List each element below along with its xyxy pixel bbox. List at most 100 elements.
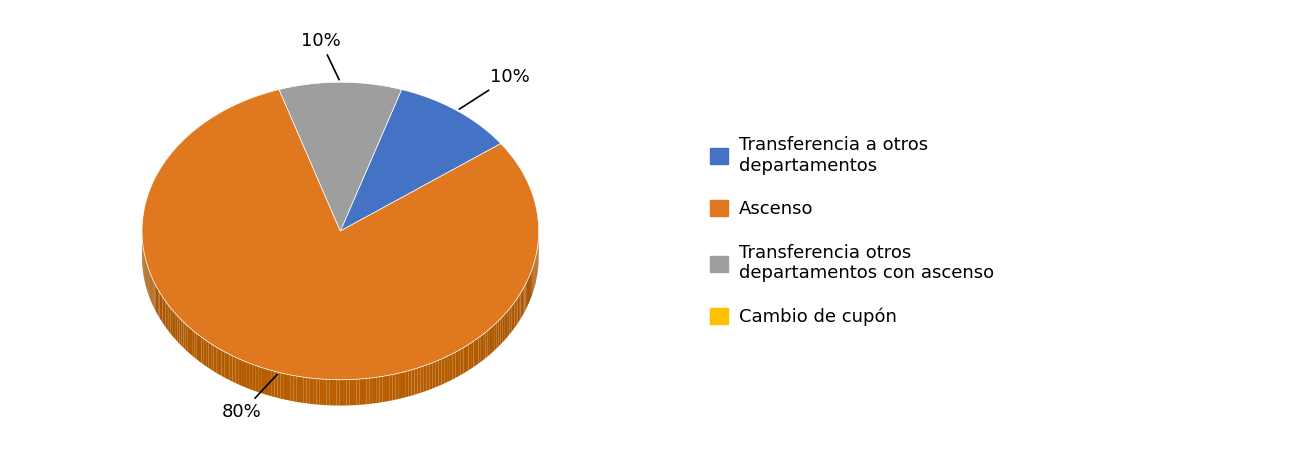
Polygon shape	[293, 376, 297, 402]
Polygon shape	[386, 375, 389, 401]
Polygon shape	[158, 290, 160, 318]
Polygon shape	[278, 372, 280, 399]
Polygon shape	[241, 360, 243, 387]
Polygon shape	[208, 342, 211, 370]
Polygon shape	[517, 295, 520, 323]
Polygon shape	[469, 343, 471, 370]
Polygon shape	[513, 302, 514, 330]
Polygon shape	[213, 346, 216, 373]
Polygon shape	[332, 380, 336, 406]
Polygon shape	[406, 371, 408, 397]
Polygon shape	[492, 325, 495, 353]
Polygon shape	[204, 339, 207, 366]
Polygon shape	[160, 292, 161, 320]
Polygon shape	[199, 335, 202, 363]
Polygon shape	[243, 361, 247, 388]
Polygon shape	[507, 310, 508, 339]
Polygon shape	[211, 344, 213, 371]
Polygon shape	[514, 300, 516, 328]
Text: 10%: 10%	[459, 68, 529, 109]
Polygon shape	[347, 380, 350, 406]
Polygon shape	[326, 379, 330, 405]
Polygon shape	[395, 373, 399, 400]
Polygon shape	[275, 371, 278, 398]
Polygon shape	[202, 337, 204, 365]
Polygon shape	[313, 378, 317, 404]
Polygon shape	[402, 371, 406, 398]
Polygon shape	[471, 341, 474, 369]
Polygon shape	[216, 347, 219, 374]
Polygon shape	[369, 378, 373, 404]
Polygon shape	[304, 377, 306, 403]
Polygon shape	[255, 365, 259, 392]
Polygon shape	[230, 354, 233, 382]
Polygon shape	[169, 305, 170, 334]
Polygon shape	[439, 359, 441, 386]
Polygon shape	[280, 373, 284, 399]
Polygon shape	[478, 336, 480, 364]
Legend: Transferencia a otros
departamentos, Ascenso, Transferencia otros
departamentos : Transferencia a otros departamentos, Asc…	[695, 122, 1008, 340]
Polygon shape	[310, 378, 313, 404]
Polygon shape	[376, 377, 380, 403]
Polygon shape	[207, 340, 208, 368]
Polygon shape	[141, 90, 539, 380]
Polygon shape	[444, 356, 448, 383]
Polygon shape	[175, 314, 178, 342]
Polygon shape	[233, 356, 236, 383]
Polygon shape	[389, 375, 393, 401]
Polygon shape	[429, 363, 433, 389]
Polygon shape	[287, 374, 291, 401]
Polygon shape	[336, 380, 340, 406]
Polygon shape	[306, 377, 310, 404]
Polygon shape	[356, 379, 360, 405]
Polygon shape	[268, 370, 271, 396]
Polygon shape	[495, 323, 496, 351]
Polygon shape	[463, 346, 466, 373]
Polygon shape	[259, 367, 262, 394]
Polygon shape	[192, 330, 195, 358]
Polygon shape	[408, 370, 411, 396]
Polygon shape	[503, 315, 504, 343]
Polygon shape	[221, 350, 224, 377]
Polygon shape	[516, 298, 517, 326]
Polygon shape	[486, 331, 488, 358]
Polygon shape	[173, 310, 174, 338]
Polygon shape	[182, 320, 183, 348]
Polygon shape	[441, 358, 444, 385]
Text: 10%: 10%	[301, 31, 340, 80]
Polygon shape	[380, 377, 382, 402]
Polygon shape	[238, 359, 241, 386]
Polygon shape	[476, 338, 478, 365]
Polygon shape	[448, 355, 450, 382]
Polygon shape	[279, 82, 402, 231]
Polygon shape	[373, 377, 376, 403]
Polygon shape	[483, 333, 486, 360]
Polygon shape	[162, 297, 164, 325]
Polygon shape	[488, 328, 490, 356]
Polygon shape	[415, 368, 418, 395]
Polygon shape	[271, 371, 275, 397]
Polygon shape	[253, 365, 255, 391]
Text: 80%: 80%	[223, 375, 278, 421]
Polygon shape	[186, 324, 187, 352]
Polygon shape	[420, 366, 424, 393]
Polygon shape	[520, 293, 521, 321]
Polygon shape	[367, 378, 369, 404]
Polygon shape	[226, 353, 230, 380]
Polygon shape	[424, 365, 427, 392]
Polygon shape	[190, 328, 192, 356]
Polygon shape	[508, 309, 509, 336]
Polygon shape	[195, 332, 196, 359]
Polygon shape	[350, 379, 353, 405]
Polygon shape	[165, 301, 168, 329]
Polygon shape	[262, 368, 264, 395]
Polygon shape	[456, 351, 458, 378]
Polygon shape	[161, 295, 162, 322]
Polygon shape	[512, 304, 513, 332]
Polygon shape	[427, 364, 429, 391]
Polygon shape	[522, 289, 524, 316]
Polygon shape	[500, 317, 503, 345]
Polygon shape	[196, 334, 199, 361]
Polygon shape	[178, 316, 179, 344]
Polygon shape	[461, 348, 463, 375]
